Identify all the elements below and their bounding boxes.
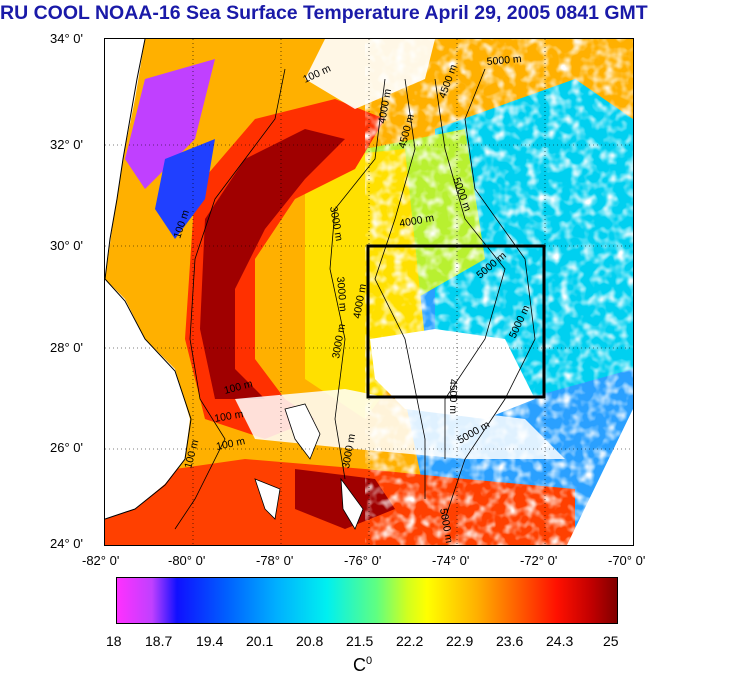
contour-label: 100 m	[213, 408, 244, 425]
colorbar-unit-base: C	[353, 655, 366, 675]
colorbar-tick: 22.2	[396, 633, 424, 649]
cloud-mass-3	[305, 39, 435, 109]
temperature-colorbar	[116, 577, 618, 624]
contour-label: 5000 m	[486, 53, 522, 68]
lon-label-70: -70° 0'	[608, 553, 646, 568]
lat-label-34: 34° 0'	[50, 31, 83, 46]
sst-map-svg: 100 m 100 m 100 m 100 m 100 m 100 m 3000…	[105, 39, 633, 545]
sst-map: 100 m 100 m 100 m 100 m 100 m 100 m 3000…	[104, 38, 634, 546]
contour-3000m	[329, 78, 386, 480]
land-bahamas-1	[284, 403, 321, 460]
study-box	[366, 244, 546, 399]
coastline	[105, 39, 192, 520]
colorbar-tick: 23.6	[496, 633, 524, 649]
lon-label-72: -72° 0'	[520, 553, 558, 568]
sst-coastal-blue	[155, 139, 215, 239]
lat-label-28: 28° 0'	[50, 340, 83, 355]
land-bahamas-3	[340, 477, 364, 530]
land-florida	[105, 279, 190, 519]
colorbar-gradient	[117, 578, 617, 623]
map-title: RU COOL NOAA-16 Sea Surface Temperature …	[0, 2, 648, 24]
colorbar-tick: 18	[106, 633, 122, 649]
colorbar-tick: 18.7	[145, 633, 173, 649]
colorbar-unit: C0	[353, 655, 372, 676]
lat-label-30: 30° 0'	[50, 238, 83, 253]
lon-label-80: -80° 0'	[168, 553, 206, 568]
swath-edge	[567, 409, 633, 545]
contour-label: 3000 m	[334, 276, 349, 312]
contour-4000m	[374, 78, 426, 499]
sst-gulf-stream-core	[200, 129, 345, 399]
lat-label-24: 24° 0'	[50, 536, 83, 551]
contour-4500m	[434, 78, 506, 459]
contour-5000m	[444, 68, 536, 520]
colorbar-unit-sup: 0	[366, 655, 373, 667]
lon-label-82: -82° 0'	[82, 553, 120, 568]
contour-100m	[174, 68, 286, 530]
lat-label-32: 32° 0'	[50, 137, 83, 152]
colorbar-tick: 25	[603, 633, 619, 649]
colorbar-tick: 20.1	[246, 633, 274, 649]
lat-label-26: 26° 0'	[50, 440, 83, 455]
colorbar-tick: 24.3	[546, 633, 574, 649]
lon-label-78: -78° 0'	[256, 553, 294, 568]
land-bahamas-2	[254, 478, 281, 520]
sst-coastal-purple	[125, 59, 215, 189]
cloud-mass-2	[235, 389, 565, 459]
colorbar-tick: 22.9	[446, 633, 474, 649]
land-mainland	[105, 39, 145, 279]
contour-label: 100 m	[215, 435, 246, 453]
colorbar-tick: 21.5	[346, 633, 374, 649]
lon-label-76: -76° 0'	[344, 553, 382, 568]
cloud-overlay	[365, 39, 633, 545]
colorbar-tick: 20.8	[296, 633, 324, 649]
lon-label-74: -74° 0'	[432, 553, 470, 568]
colorbar-tick: 19.4	[196, 633, 224, 649]
contour-label: 4500 m	[447, 379, 459, 414]
